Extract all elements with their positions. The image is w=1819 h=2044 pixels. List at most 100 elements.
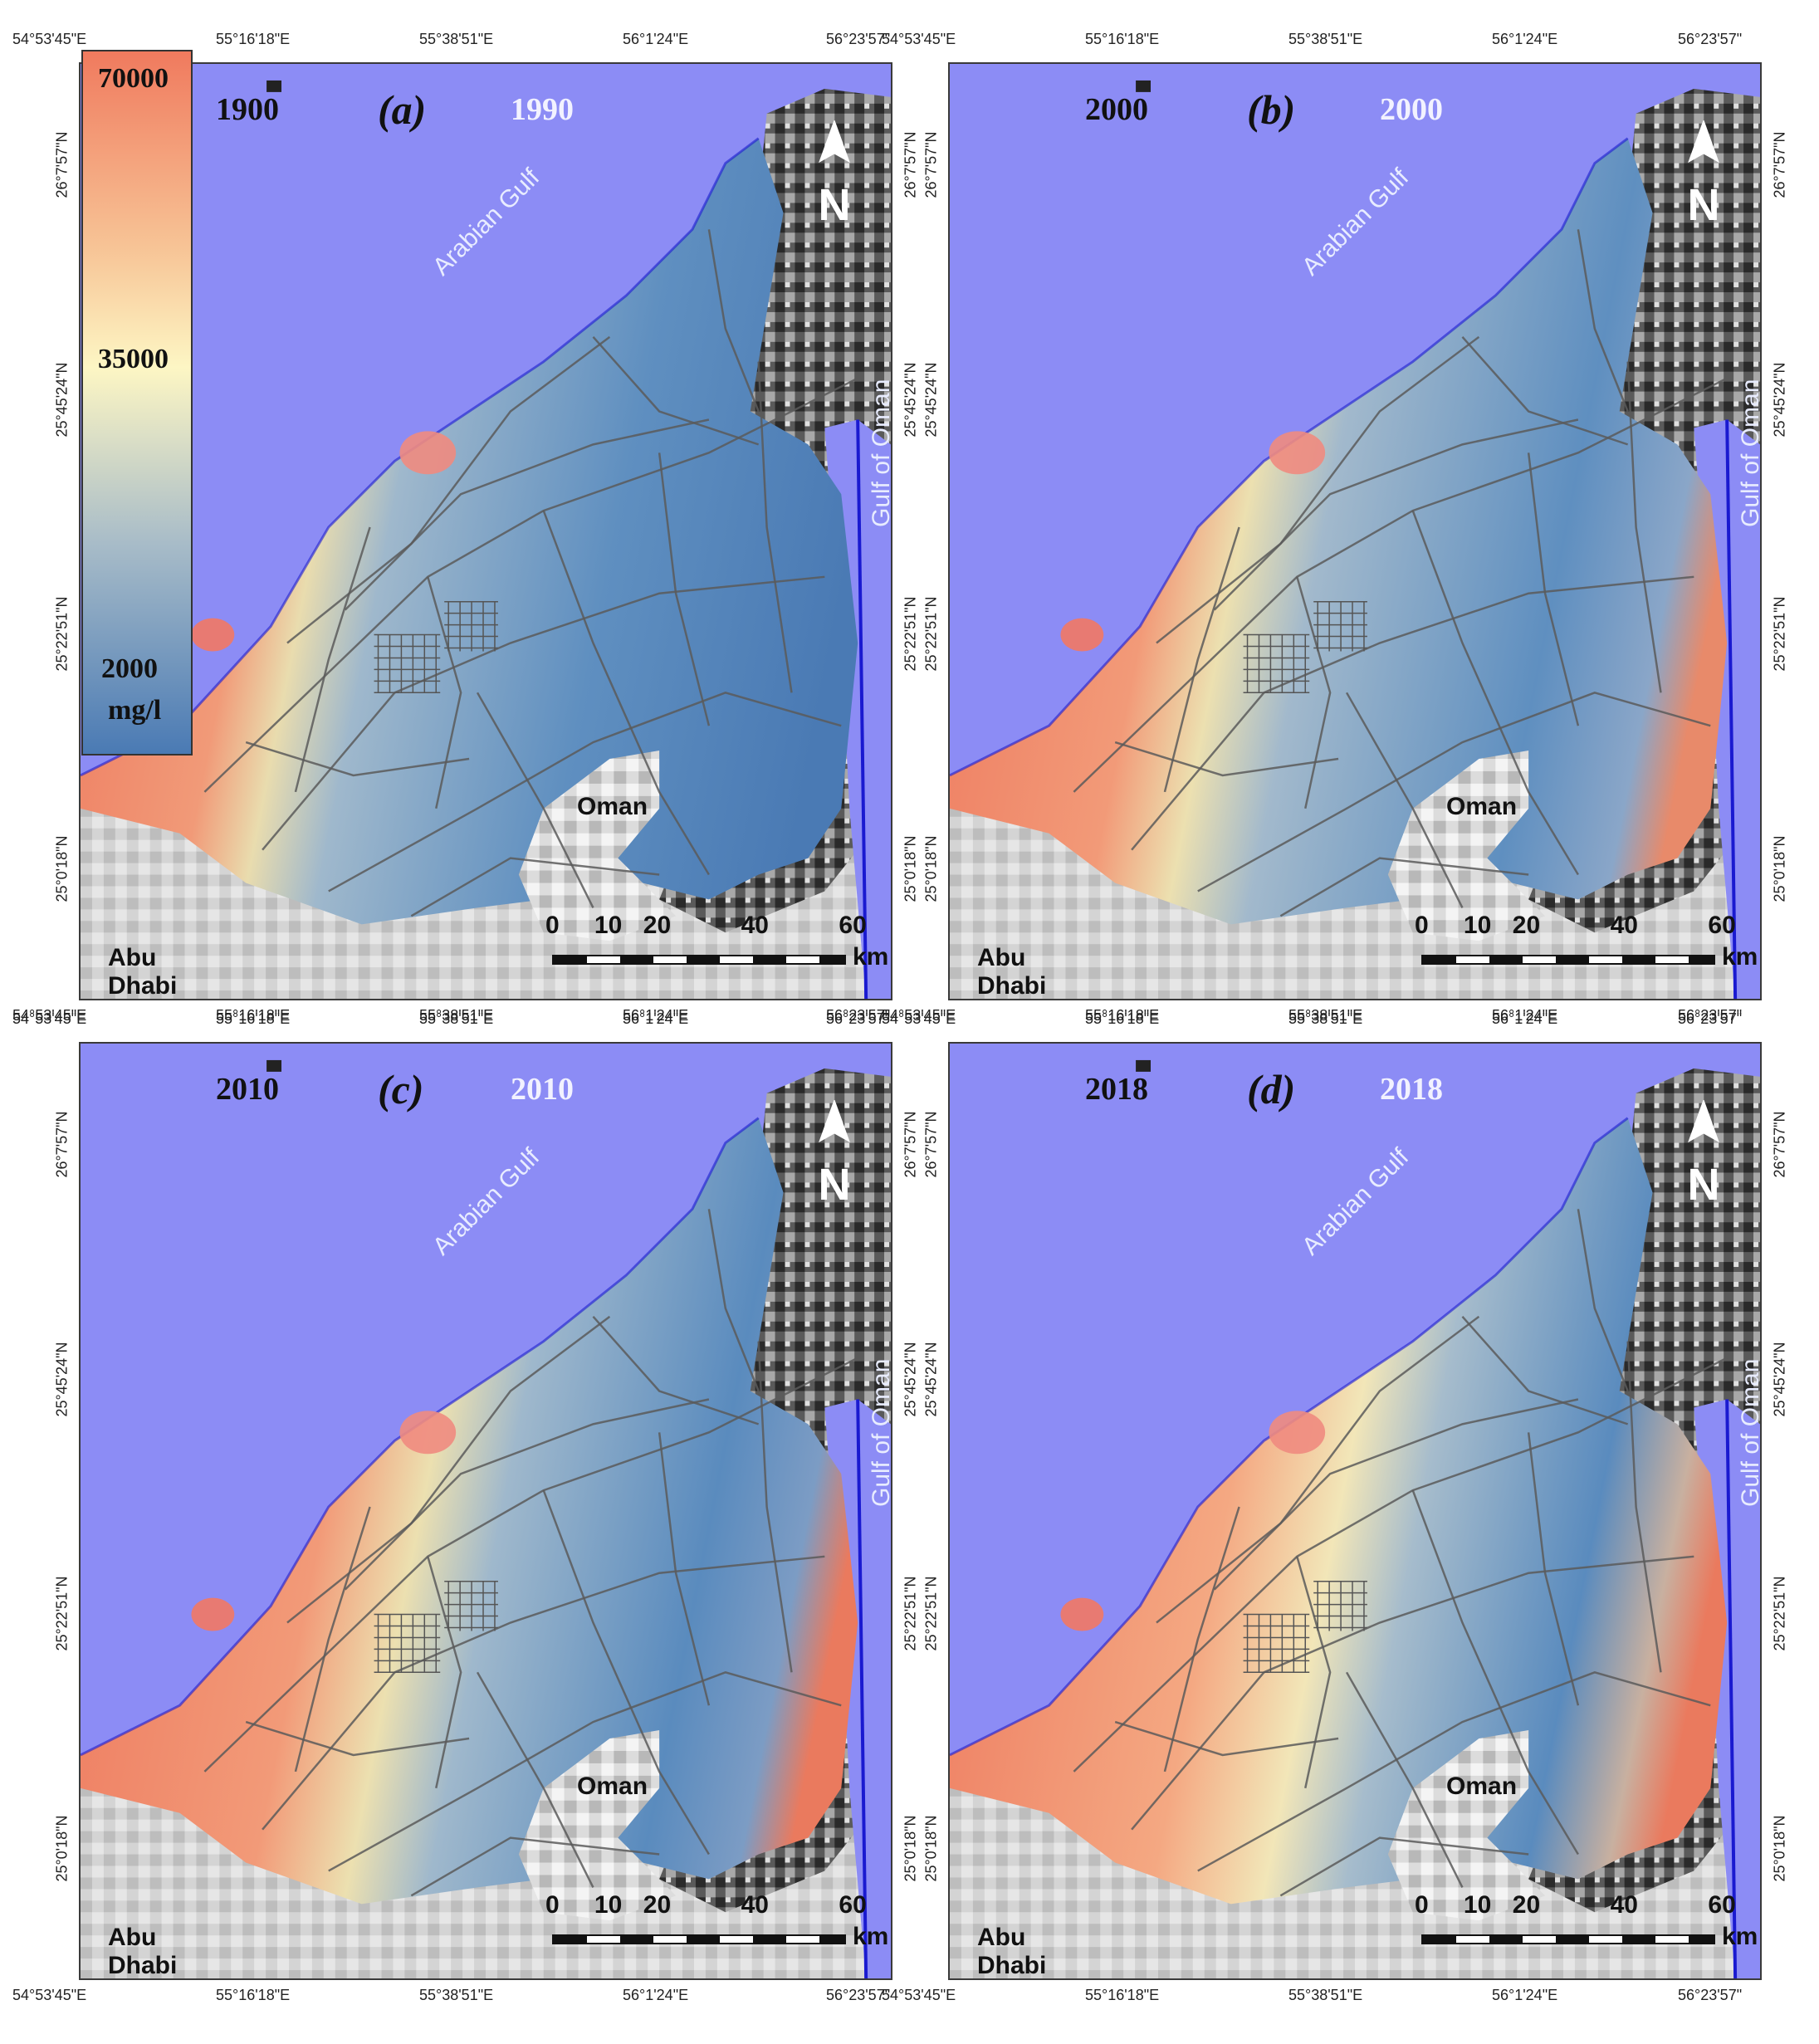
abu-dhabi-label: Abu Dhabi (108, 944, 178, 1000)
y-tick-label: 26°7'57"N (1771, 1111, 1788, 1178)
x-tick-label: 55°16'18"E (1085, 1010, 1160, 1027)
y-tick-label: 25°0'18"N (902, 1814, 919, 1882)
abu-dhabi-label: Abu Dhabi (977, 1924, 1047, 1979)
x-tick-label: 55°38'51"E (1288, 1010, 1363, 1027)
x-tick-label: 56°1'24"E (1492, 1987, 1558, 2003)
scale-unit-label: km (1722, 943, 1758, 971)
y-tick-label: 25°22'51"N (1771, 1576, 1788, 1651)
y-tick-label: 26°7'57"N (902, 131, 919, 198)
north-arrow-icon: N (809, 119, 859, 230)
x-tick-label: 55°38'51"E (419, 31, 494, 47)
y-tick-label: 25°0'18"N (53, 1814, 71, 1882)
legend-max-label: 70000 (98, 63, 169, 94)
svg-text:N: N (1688, 1160, 1720, 1208)
x-tick-label: 55°16'18"E (216, 31, 291, 47)
scale-bar (1421, 955, 1715, 965)
year-label-overlay: 2010 (511, 1072, 574, 1107)
x-tick-label: 56°23'57" (1678, 1010, 1743, 1027)
y-tick-label: 25°45'24"N (902, 1341, 919, 1417)
x-tick-label: 56°1'24"E (623, 1007, 689, 1024)
scale-tick-label: 20 (1512, 912, 1541, 939)
gulf-of-oman-label: Gulf of Oman (1737, 379, 1764, 527)
y-tick-label: 25°22'51"N (922, 1576, 940, 1651)
scale-tick-label: 10 (594, 912, 623, 939)
scale-unit-label: km (853, 1923, 889, 1950)
x-tick-label: 54°53'45"E (12, 1010, 87, 1027)
x-tick-label: 56°1'24"E (623, 1010, 689, 1027)
y-tick-label: 26°7'57"N (53, 131, 71, 198)
y-tick-label: 25°45'24"N (1771, 1341, 1788, 1417)
x-tick-label: 55°38'51"E (419, 1010, 494, 1027)
scale-unit-label: km (1722, 1923, 1758, 1950)
gulf-of-oman-label: Gulf of Oman (868, 1358, 895, 1507)
x-tick-label: 56°23'57" (1678, 1007, 1743, 1024)
year-label: 1900 (216, 92, 279, 127)
svg-text:N: N (1688, 180, 1720, 228)
y-tick-label: 25°45'24"N (922, 361, 940, 438)
salinity-map (79, 62, 892, 1000)
scale-tick-label: 20 (1512, 1891, 1541, 1919)
legend-unit-label: mg/l (108, 695, 162, 726)
scale-bar (552, 1934, 846, 1944)
x-tick-label: 56°1'24"E (623, 31, 689, 47)
scale-tick-label: 20 (643, 1891, 672, 1919)
year-label: 2010 (216, 1072, 279, 1107)
x-tick-label: 55°16'18"E (216, 1987, 291, 2003)
y-tick-label: 25°22'51"N (902, 596, 919, 672)
y-tick-label: 26°7'57"N (1771, 131, 1788, 198)
salinity-map (79, 1042, 892, 1980)
scale-unit-label: km (853, 943, 889, 971)
x-tick-label: 56°23'57" (1678, 1987, 1743, 2003)
x-tick-label: 56°1'24"E (623, 1987, 689, 2003)
y-tick-label: 25°45'24"N (922, 1341, 940, 1417)
year-label-overlay: 2018 (1380, 1072, 1443, 1107)
scale-tick-label: 20 (643, 912, 672, 939)
salinity-map (948, 1042, 1762, 1980)
gulf-of-oman-label: Gulf of Oman (868, 379, 895, 527)
x-tick-label: 54°53'45"E (12, 1987, 87, 2003)
y-tick-label: 25°45'24"N (902, 361, 919, 438)
x-tick-label: 56°1'24"E (1492, 1010, 1558, 1027)
year-label-overlay: 2000 (1380, 92, 1443, 127)
y-tick-label: 25°0'18"N (922, 1814, 940, 1882)
y-tick-label: 25°22'51"N (53, 1576, 71, 1651)
year-label-overlay: 1990 (511, 92, 574, 127)
y-tick-label: 26°7'57"N (902, 1111, 919, 1178)
y-tick-label: 25°45'24"N (1771, 361, 1788, 438)
scale-tick-label: 10 (1463, 912, 1492, 939)
scale-bar (1421, 1934, 1715, 1944)
panel-label: (c) (378, 1066, 424, 1112)
y-tick-label: 26°7'57"N (922, 131, 940, 198)
x-tick-label: 55°16'18"E (1085, 1007, 1160, 1024)
scale-tick-label: 0 (1415, 1891, 1429, 1919)
x-tick-label: 56°23'57" (826, 1007, 891, 1024)
x-tick-label: 54°53'45"E (882, 1007, 956, 1024)
salinity-legend: 70000 35000 2000 mg/l (81, 50, 193, 755)
x-tick-label: 55°38'51"E (1288, 1007, 1363, 1024)
y-tick-label: 25°0'18"N (902, 834, 919, 902)
scale-tick-label: 0 (545, 912, 560, 939)
north-arrow-icon: N (809, 1098, 859, 1210)
x-tick-label: 55°38'51"E (1288, 31, 1363, 47)
x-tick-label: 55°16'18"E (1085, 31, 1160, 47)
scale-tick-label: 40 (741, 912, 769, 939)
x-tick-label: 55°38'51"E (419, 1007, 494, 1024)
y-tick-label: 25°0'18"N (922, 834, 940, 902)
x-tick-label: 55°38'51"E (1288, 1987, 1363, 2003)
scale-tick-label: 60 (839, 912, 867, 939)
x-tick-label: 54°53'45"E (12, 31, 87, 47)
year-label: 2018 (1085, 1072, 1148, 1107)
y-tick-label: 25°0'18"N (53, 834, 71, 902)
scale-tick-label: 0 (1415, 912, 1429, 939)
y-tick-label: 25°22'51"N (902, 1576, 919, 1651)
x-tick-label: 54°53'45"E (12, 1007, 87, 1024)
scale-tick-label: 40 (741, 1891, 769, 1919)
x-tick-label: 55°16'18"E (216, 1010, 291, 1027)
x-tick-label: 56°23'57" (1678, 31, 1743, 47)
x-tick-label: 54°53'45"E (882, 1987, 956, 2003)
y-tick-label: 25°45'24"N (53, 1341, 71, 1417)
panel-label: (d) (1247, 1066, 1296, 1112)
north-arrow-icon: N (1679, 1098, 1729, 1210)
x-tick-label: 56°23'57" (826, 1987, 891, 2003)
y-tick-label: 25°22'51"N (53, 596, 71, 672)
